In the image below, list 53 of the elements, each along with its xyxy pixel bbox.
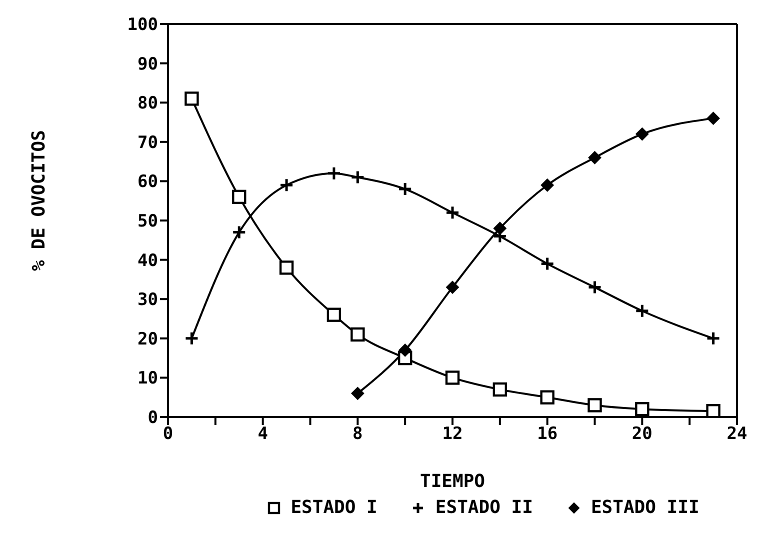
point	[540, 256, 555, 271]
x-tick-label: 0	[162, 424, 174, 444]
y-tick-label: 90	[138, 54, 158, 74]
point	[706, 112, 720, 125]
point	[232, 190, 246, 204]
x-tick-label: 16	[537, 424, 558, 444]
point	[398, 344, 412, 357]
y-tick-label: 70	[138, 132, 158, 153]
point	[326, 166, 342, 181]
point	[706, 404, 720, 417]
x-tick-label: 24	[726, 424, 748, 444]
y-tick-label: 0	[148, 408, 158, 428]
x-tick-label: 12	[442, 424, 463, 444]
point	[350, 170, 365, 185]
legend-label: ESTADO I	[290, 497, 378, 518]
point	[493, 222, 506, 235]
point	[588, 151, 602, 164]
point	[445, 205, 460, 220]
y-tick-label: 30	[138, 290, 158, 310]
y-tick-label: 10	[138, 368, 158, 389]
point	[492, 382, 508, 397]
point	[184, 331, 199, 346]
point	[326, 308, 342, 322]
y-tick-label: 80	[138, 94, 158, 114]
x-tick-label: 8	[352, 424, 363, 444]
y-tick-label: 50	[138, 212, 158, 232]
point	[351, 386, 364, 400]
point	[398, 182, 412, 196]
point	[588, 280, 602, 295]
point	[446, 280, 459, 294]
y-tick-label: 20	[138, 329, 158, 350]
point	[184, 92, 199, 106]
x-axis-title: TIEMPO	[420, 471, 486, 492]
y-tick-label: 100	[127, 15, 158, 36]
legend-label: ESTADO II	[435, 497, 533, 518]
point	[279, 260, 294, 275]
point	[634, 304, 650, 318]
legend-label: ESTADO III	[590, 497, 700, 518]
point	[588, 398, 602, 412]
y-axis-title: % DE OVOCITOS	[28, 130, 50, 271]
point	[706, 331, 721, 346]
y-tick-label: 40	[138, 250, 158, 271]
x-tick-label: 20	[632, 424, 652, 444]
point	[445, 370, 460, 385]
point	[635, 402, 650, 416]
point	[350, 327, 365, 342]
x-tick-label: 4	[258, 424, 268, 444]
point	[279, 178, 294, 192]
point	[540, 390, 554, 404]
y-tick-label: 60	[138, 172, 158, 192]
point	[636, 128, 649, 141]
point	[232, 225, 246, 240]
point	[540, 178, 554, 192]
